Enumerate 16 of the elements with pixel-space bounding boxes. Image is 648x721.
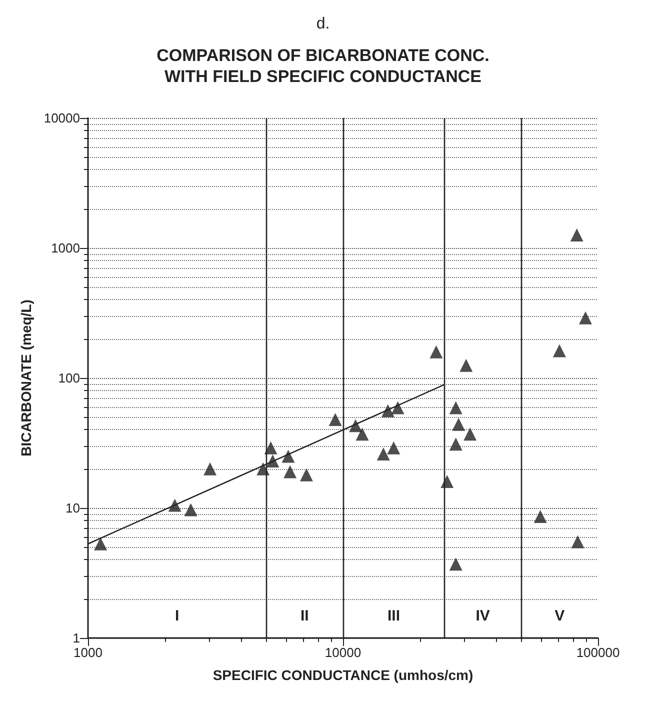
- y-tick-label: 1: [72, 630, 80, 646]
- annotation: III: [387, 608, 400, 624]
- annotation: I: [175, 608, 180, 624]
- x-tick-label: 100000: [576, 645, 620, 660]
- y-tick-label: 10000: [44, 110, 80, 126]
- y-tick-label: 100: [58, 370, 80, 386]
- x-axis-title: SPECIFIC CONDUCTANCE (umhos/cm): [212, 667, 474, 683]
- annotation: II: [300, 608, 309, 624]
- y-tick-label: 10: [66, 500, 80, 516]
- annotation: V: [554, 608, 565, 624]
- y-axis-title: BICARBONATE (meq/L): [18, 300, 34, 456]
- chart-title: COMPARISON OF BICARBONATE CONC. WITH FIELD SPECIFIC CONDUCTANCE: [156, 46, 490, 86]
- y-tick-label: 1000: [51, 240, 80, 256]
- x-tick-label: 10000: [324, 645, 362, 660]
- annotation: IV: [476, 608, 490, 624]
- text: d.: [316, 16, 330, 32]
